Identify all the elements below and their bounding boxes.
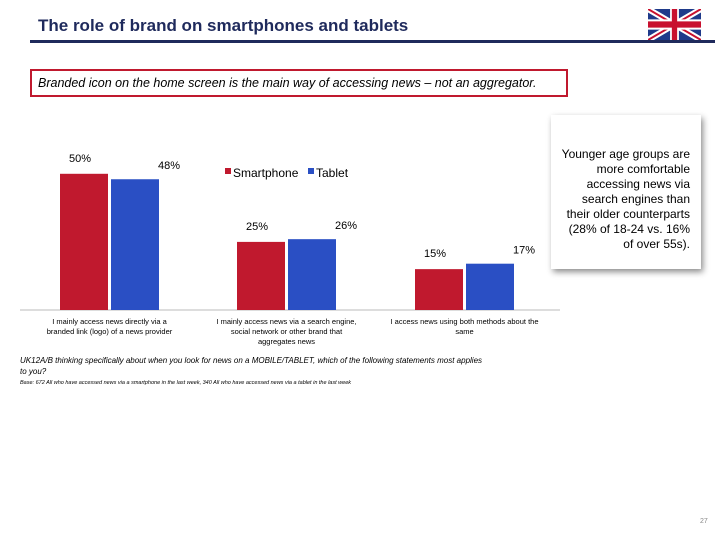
- data-label-smartphone-both-methods: 15%: [424, 248, 446, 260]
- bar-tablet-search-aggregator: [288, 239, 336, 310]
- insight-callout: Younger age groups are more comfortable …: [551, 115, 701, 269]
- page-title: The role of brand on smartphones and tab…: [38, 16, 409, 35]
- category-label-search-aggregator: I mainly access news via a search engine…: [216, 317, 356, 346]
- category-label-branded-link: I mainly access news directly via a brand…: [47, 317, 173, 336]
- data-label-tablet-branded-link: 48%: [158, 160, 180, 172]
- bar-tablet-branded-link: [111, 179, 159, 310]
- survey-question: UK12A/B thinking specifically about when…: [20, 356, 483, 376]
- uk-flag-icon: [648, 9, 701, 40]
- data-label-tablet-search-aggregator: 26%: [335, 220, 357, 232]
- data-label-tablet-both-methods: 17%: [513, 245, 535, 257]
- title-underline: [30, 40, 715, 43]
- category-label-both-methods: I access news using both methods about t…: [390, 317, 538, 336]
- key-finding-banner: Branded icon on the home screen is the m…: [30, 69, 568, 97]
- data-label-smartphone-branded-link: 50%: [69, 153, 91, 165]
- legend-label-smartphone: Smartphone: [233, 166, 299, 180]
- data-label-smartphone-search-aggregator: 25%: [246, 221, 268, 233]
- bar-smartphone-branded-link: [60, 173, 108, 310]
- legend-label-tablet: Tablet: [316, 166, 349, 180]
- legend-swatch-smartphone: [225, 168, 231, 174]
- bar-smartphone-both-methods: [415, 269, 463, 310]
- legend-swatch-tablet: [308, 168, 314, 174]
- bar-tablet-both-methods: [466, 263, 514, 310]
- bar-smartphone-search-aggregator: [237, 241, 285, 310]
- base-note: Base: 672 All who have accessed news via…: [20, 380, 352, 386]
- page-number: 27: [700, 518, 708, 525]
